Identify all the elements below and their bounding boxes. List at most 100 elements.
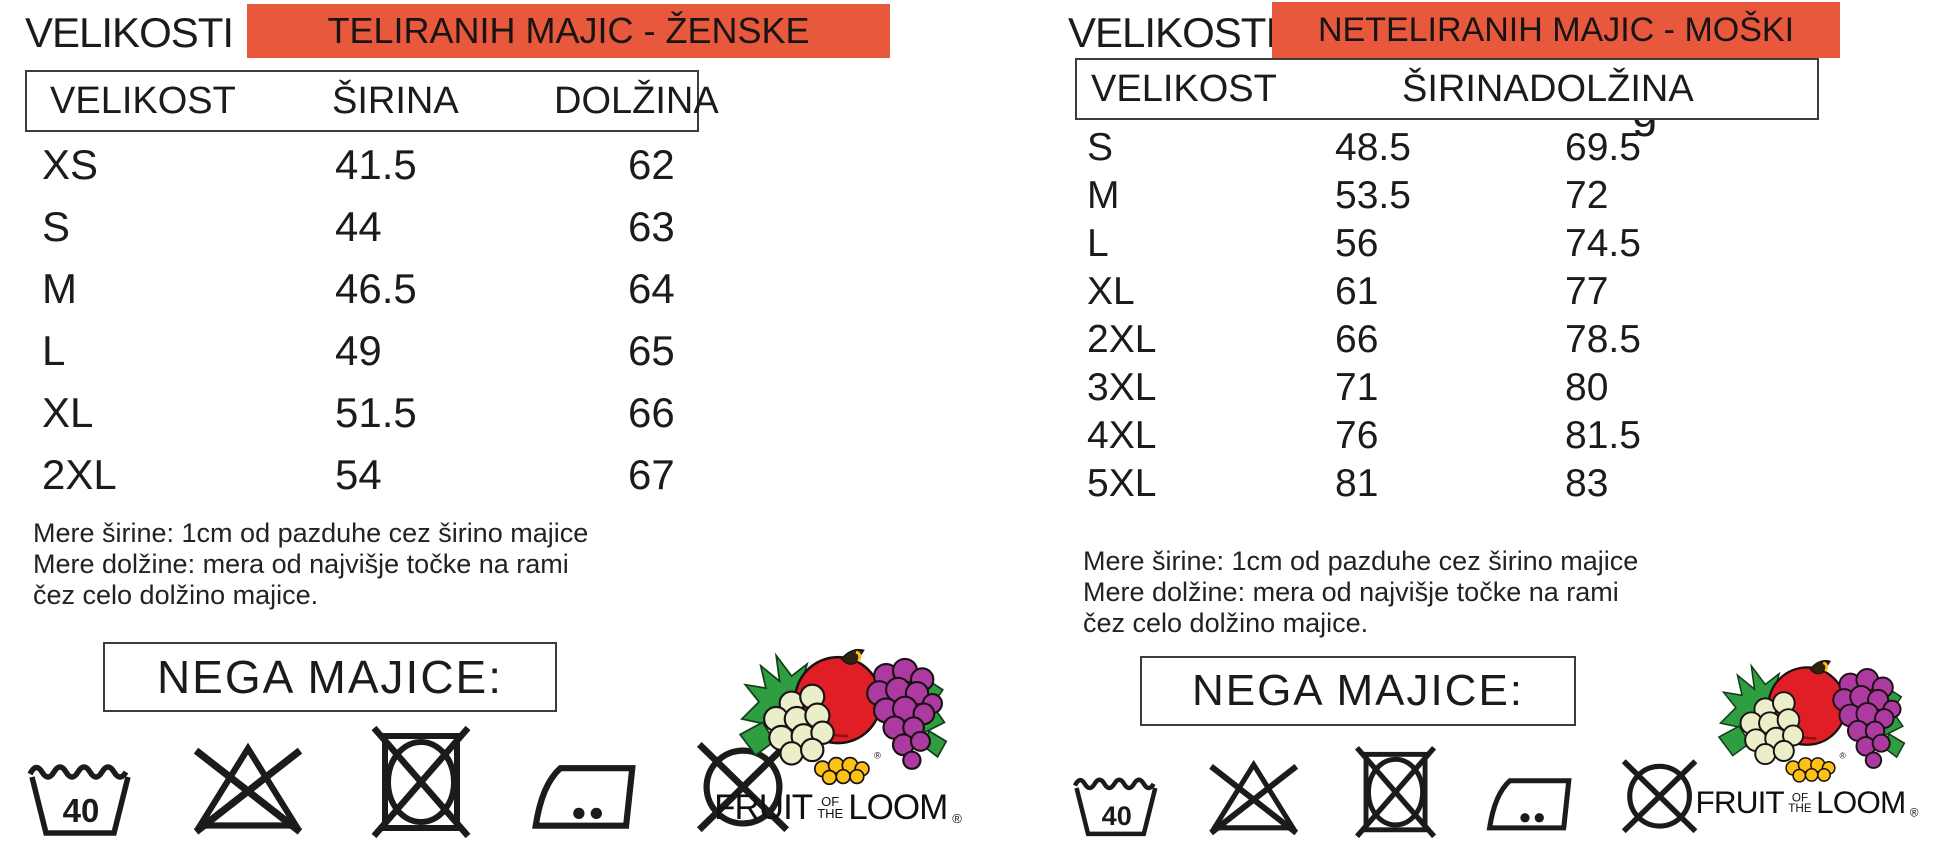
note-line: čez celo dolžino majice. [1083, 608, 1369, 638]
cell-length: 81.5 [1565, 414, 1641, 457]
brand-word: FRUIT [714, 788, 813, 827]
cell-size: 5XL [1087, 462, 1157, 505]
brand-word: FRUIT [1695, 785, 1785, 821]
cell-width: 46.5 [335, 265, 417, 312]
iron-medium-icon [1482, 776, 1575, 838]
column-header-width: ŠIRINA [332, 80, 459, 122]
cell-size: L [42, 327, 66, 374]
page-title-prefix-right: VELIKOSTI [1068, 9, 1277, 56]
cell-length: 64 [628, 265, 675, 312]
size-table-right: S 48.5 69.5 M 53.5 72 L 56 74.5 XL 61 77… [1087, 124, 1787, 508]
care-symbols-row-right: 40 [1070, 746, 1706, 838]
brand-word: OF [821, 794, 840, 809]
column-header-width: ŠIRINA [1402, 68, 1529, 110]
brand-word: OF [1791, 790, 1809, 805]
page-title-highlight-right: NETELIRANIH MAJIC - MOŠKI [1272, 2, 1840, 58]
cell-width: 49 [335, 327, 382, 374]
size-table-left: XS 41.5 62 S 44 63 M 46.5 64 L 49 65 XL … [42, 134, 702, 506]
cell-length: 67 [628, 451, 675, 498]
cell-length: 74.5 [1565, 222, 1641, 265]
cell-width: 81 [1335, 462, 1379, 505]
note-line: Mere širine: 1cm od pazduhe cez širino m… [1083, 546, 1639, 576]
wash-temperature: 40 [1102, 801, 1132, 831]
cell-length: 66 [628, 389, 675, 436]
table-row: M 53.5 72 [1087, 172, 1787, 220]
cell-width: 66 [1335, 318, 1379, 361]
table-row: 5XL 81 83 [1087, 460, 1787, 508]
note-line: Mere dolžine: mera od najvišje točke na … [1083, 577, 1619, 607]
do-not-bleach-icon [1199, 753, 1309, 838]
cell-width: 54 [335, 451, 382, 498]
care-heading-right: NEGA MAJICE: [1140, 656, 1576, 726]
cell-width: 56 [1335, 222, 1379, 265]
column-header-length: DOLŽINA [1529, 68, 1694, 110]
brand-word: THE [817, 806, 844, 821]
cell-size: XL [42, 389, 94, 436]
cell-width: 76 [1335, 414, 1379, 457]
cell-width: 51.5 [335, 389, 417, 436]
column-header-size: VELIKOST [50, 80, 236, 122]
cell-size: S [42, 203, 71, 250]
cell-length: 72 [1565, 174, 1609, 217]
table-row: XL 61 77 [1087, 268, 1787, 316]
wash-temperature: 40 [63, 792, 100, 829]
registered-mark: ® [1909, 805, 1919, 820]
wash-40-icon: 40 [1070, 772, 1162, 838]
cell-size: XL [1087, 270, 1135, 313]
cell-size: M [42, 265, 77, 312]
fruit-of-the-loom-logo: FRUIT OF THE LOOM ® [708, 640, 968, 828]
table-row: S 44 63 [42, 196, 702, 258]
cell-width: 41.5 [335, 141, 417, 188]
cell-size: 2XL [1087, 318, 1157, 361]
brand-wordmark: FRUIT OF THE LOOM ® [1696, 785, 1919, 821]
do-not-tumble-dry-icon [1346, 746, 1446, 838]
brand-word: LOOM [848, 788, 948, 827]
cell-length: 62 [628, 141, 675, 188]
cell-length: 83 [1565, 462, 1609, 505]
cell-length: 69.5 [1565, 126, 1641, 169]
cell-width: 71 [1335, 366, 1379, 409]
table-row: XL 51.5 66 [42, 382, 702, 444]
note-line: čez celo dolžino majice. [33, 580, 319, 610]
note-line: Mere dolžine: mera od najvišje točke na … [33, 549, 569, 579]
cell-size: 2XL [42, 451, 117, 498]
note-line: Mere širine: 1cm od pazduhe cez širino m… [33, 518, 589, 548]
table-header-left: VELIKOST ŠIRINA DOLŽINA [25, 70, 719, 132]
column-header-length: DOLŽINA [554, 80, 719, 122]
cell-size: L [1087, 222, 1109, 265]
cell-size: XS [42, 141, 99, 188]
cell-size: M [1087, 174, 1120, 217]
table-row: 3XL 71 80 [1087, 364, 1787, 412]
cell-size: 3XL [1087, 366, 1157, 409]
cell-length: 63 [628, 203, 675, 250]
fruit-cluster-icon [724, 640, 952, 786]
cell-width: 61 [1335, 270, 1379, 313]
table-header-right: VELIKOST ŠIRINA DOLŽINA [1075, 58, 1819, 120]
cell-width: 48.5 [1335, 126, 1411, 169]
brand-wordmark: FRUIT OF THE LOOM ® [714, 788, 962, 828]
do-not-bleach-icon [181, 734, 315, 838]
measurement-notes-right: Mere širine: 1cm od pazduhe cez širino m… [1083, 546, 1638, 639]
cell-length: 65 [628, 327, 675, 374]
cell-width: 44 [335, 203, 382, 250]
measurement-notes-left: Mere širine: 1cm od pazduhe cez širino m… [33, 518, 588, 611]
brand-word: THE [1788, 801, 1812, 815]
registered-mark: ® [952, 811, 962, 826]
cell-length: 80 [1565, 366, 1609, 409]
wash-40-icon: 40 [24, 758, 136, 838]
iron-medium-icon [527, 762, 641, 838]
table-row: XS 41.5 62 [42, 134, 702, 196]
page-title-highlight-left: TELIRANIH MAJIC - ŽENSKE [247, 4, 890, 58]
cell-width: 53.5 [1335, 174, 1411, 217]
table-row: L 56 74.5 [1087, 220, 1787, 268]
fruit-cluster-icon [1704, 652, 1909, 783]
fruit-of-the-loom-logo: FRUIT OF THE LOOM ® [1690, 652, 1924, 821]
cell-length: 78.5 [1565, 318, 1641, 361]
do-not-tumble-dry-icon [360, 726, 482, 838]
care-symbols-row-left: 40 [24, 726, 800, 838]
brand-word: LOOM [1816, 785, 1906, 821]
brand-word-stack: OF THE [817, 794, 844, 821]
cell-length: 77 [1565, 270, 1609, 313]
table-row: 2XL 54 67 [42, 444, 702, 506]
